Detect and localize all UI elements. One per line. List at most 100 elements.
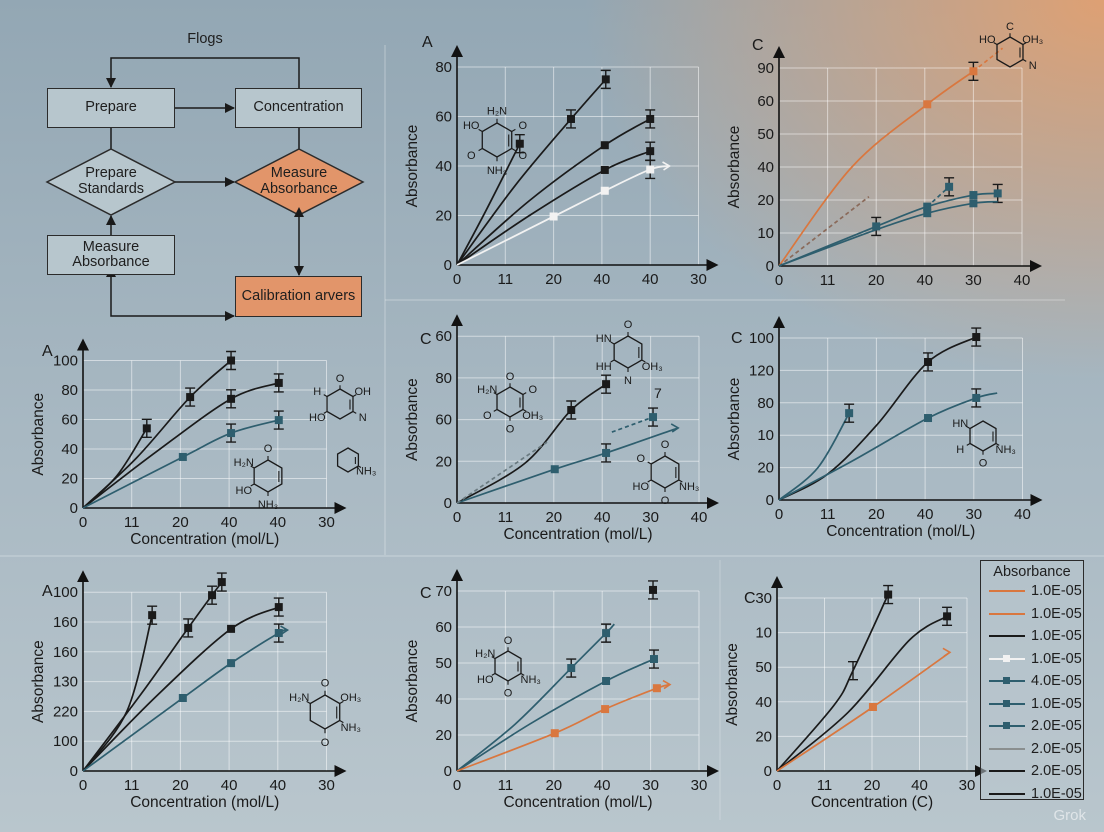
- y-tick-label: 80: [435, 370, 452, 387]
- y-tick-label: 40: [435, 158, 452, 175]
- data-series: [82, 410, 284, 509]
- chart-panel: 0 11 20 40 30 40 0 10 20 40 50 60 90 C Absorbance C OH₃ N…: [726, 21, 1043, 289]
- structure-bond: [993, 42, 998, 45]
- series-line: [82, 427, 148, 509]
- x-tick-label: 20: [545, 777, 562, 794]
- bottom-loop-arrow: [106, 267, 235, 321]
- y-axis-label: Absorbance: [404, 640, 421, 723]
- legend-swatch: [989, 722, 1025, 730]
- chemical-structure: O OH₃ N HH HN: [596, 319, 663, 387]
- y-axis-label: Absorbance: [724, 643, 741, 726]
- panel-dividers: [0, 45, 1104, 820]
- y-tick-label: 60: [757, 93, 774, 110]
- y-tick-label: 20: [435, 208, 452, 225]
- legend-entry: 1.0E-05: [981, 648, 1083, 671]
- data-point: [567, 664, 576, 673]
- data-point: [550, 465, 559, 474]
- data-point: [566, 114, 575, 123]
- structure-atom-label: C: [1006, 21, 1014, 33]
- chemical-structure: NH₃ O H HN: [952, 418, 1016, 469]
- data-point: [549, 212, 558, 221]
- chart-panel: 0 11 20 40 30 30 0 20 40 50 60 70C Absorbance Concent…: [404, 569, 719, 811]
- legend: Absorbance 1.0E-05 1.0E-05 1.0E-05 1.0E-05 4…: [980, 560, 1084, 802]
- legend-label: 2.0E-05: [1031, 718, 1082, 735]
- structure-atom-label: NH₃: [487, 165, 507, 177]
- structure-atom-label: OH₃: [522, 410, 543, 422]
- x-tick-label: 0: [773, 777, 781, 794]
- data-point: [646, 147, 655, 156]
- data-point: [872, 222, 881, 231]
- y-tick-label: 130: [53, 674, 78, 691]
- structure-atom-label: OH: [354, 386, 371, 398]
- data-point: [227, 429, 236, 438]
- series-line: [456, 118, 651, 266]
- charts-layer: 0 11 20 40 40 30020406080AAbsorbanceH₂NOONH₃O…: [30, 21, 1043, 811]
- x-tick-label: 11: [498, 509, 514, 526]
- chart-panel: 0 11 20 40 40 300100220130160160100AAbsorbanc…: [30, 570, 361, 811]
- structure-bond: [339, 700, 344, 704]
- data-point: [148, 611, 157, 620]
- structure-atom-label: H₂N: [475, 648, 495, 660]
- structure-atom-label: N: [624, 375, 632, 387]
- structure-bond: [995, 443, 1000, 446]
- x-tick-label: 11: [498, 777, 514, 794]
- structure-atom-label: NH₃: [341, 722, 361, 734]
- chemical-structure: C OH₃ N HO: [979, 21, 1043, 72]
- x-tick-label: 11: [820, 506, 836, 523]
- node-prepare: Prepare: [47, 88, 175, 128]
- chemical-structure: O OH N HO H: [309, 373, 371, 424]
- data-point: [550, 729, 559, 738]
- x-tick-label: 30: [965, 272, 982, 289]
- x-tick-label: 0: [453, 777, 461, 794]
- y-tick-label: 20: [757, 460, 774, 477]
- structure-atom-label: OH₃: [340, 692, 361, 704]
- panel-label: C: [731, 330, 743, 347]
- y-tick-label: 0: [70, 763, 78, 780]
- data-point: [217, 578, 226, 587]
- panel-label: A: [422, 34, 433, 51]
- series-line: [456, 623, 615, 772]
- y-tick-label: 80: [435, 59, 452, 76]
- y-tick-label: 50: [435, 655, 452, 672]
- structure-atom-label: O: [636, 453, 645, 465]
- series-line: [778, 200, 998, 267]
- series-line: [82, 628, 288, 772]
- x-tick-label: 40: [269, 514, 286, 531]
- legend-entry: 2.0E-05: [981, 760, 1083, 783]
- series-line: [456, 383, 607, 504]
- flowchart-connectors: [45, 57, 365, 321]
- series-line: [456, 658, 655, 772]
- structure-atom-label: N: [1029, 60, 1037, 72]
- y-axis-label: Absorbance: [726, 126, 743, 209]
- x-tick-label: 11: [124, 777, 140, 794]
- data-point: [601, 75, 610, 84]
- x-tick-label: 0: [453, 509, 461, 526]
- data-point: [646, 114, 655, 123]
- series-line: [611, 416, 654, 433]
- series-line: [82, 614, 153, 772]
- structure-bond: [511, 148, 516, 152]
- legend-marker: [1003, 654, 1010, 662]
- chemical-structure: O NH₃ O HO O: [633, 439, 700, 507]
- structure-atom-label: O: [506, 423, 515, 435]
- x-tick-label: 11: [498, 271, 514, 288]
- x-axis-label: Concentration (mol/L): [826, 523, 975, 540]
- data-point: [649, 413, 658, 422]
- x-tick-label: 20: [545, 271, 562, 288]
- structure-bond: [966, 443, 971, 446]
- structure-ring: [996, 36, 1024, 68]
- legend-label: 2.0E-05: [1031, 763, 1082, 780]
- legend-title: Absorbance: [993, 564, 1071, 580]
- x-tick-label: 40: [917, 506, 934, 523]
- data-series: [778, 196, 870, 267]
- legend-label: 2.0E-05: [1031, 740, 1082, 757]
- y-tick-label: 80: [61, 382, 78, 399]
- data-series: [456, 69, 611, 266]
- y-tick-label: 100: [749, 330, 774, 347]
- data-point: [602, 677, 611, 685]
- structure-bond: [511, 128, 516, 132]
- structure-ring: [336, 447, 360, 473]
- data-point: [600, 141, 609, 150]
- y-tick-label: 120: [749, 362, 774, 379]
